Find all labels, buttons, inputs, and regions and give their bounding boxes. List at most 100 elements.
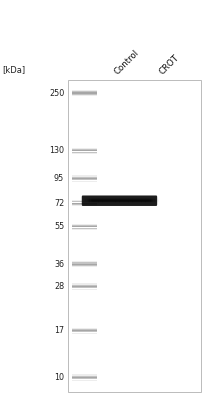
Bar — [72, 330, 97, 331]
Bar — [95, 203, 97, 204]
Bar — [123, 202, 124, 203]
Bar — [152, 203, 154, 204]
Bar — [152, 202, 154, 203]
Text: 36: 36 — [54, 260, 64, 269]
Bar — [128, 200, 129, 201]
Bar — [129, 200, 131, 201]
Bar — [103, 196, 105, 197]
Bar — [151, 199, 153, 200]
Bar — [126, 201, 128, 202]
Bar — [121, 196, 123, 197]
Bar — [88, 203, 89, 204]
Bar — [146, 204, 147, 205]
Bar — [102, 202, 103, 203]
Bar — [134, 199, 136, 200]
Bar — [156, 203, 158, 204]
Bar — [119, 203, 120, 204]
Bar — [128, 196, 129, 197]
Bar — [149, 201, 150, 202]
Bar — [143, 198, 145, 199]
Bar — [137, 201, 138, 202]
Bar — [72, 180, 97, 182]
Bar — [132, 201, 133, 202]
Bar — [104, 204, 106, 205]
Bar — [84, 202, 85, 203]
Bar — [104, 198, 106, 199]
Bar — [91, 199, 93, 200]
Bar — [137, 200, 138, 201]
Bar — [142, 199, 144, 200]
Bar — [138, 198, 140, 199]
Bar — [129, 203, 131, 204]
Bar — [112, 203, 114, 204]
Bar — [126, 200, 128, 201]
Bar — [151, 202, 153, 203]
Bar — [149, 202, 150, 203]
Bar — [124, 201, 125, 202]
Bar — [124, 196, 125, 197]
Bar — [102, 201, 103, 202]
Bar — [99, 198, 101, 199]
Bar — [138, 203, 140, 204]
Bar — [128, 199, 129, 200]
Bar — [150, 202, 151, 203]
Bar — [107, 196, 109, 197]
Bar — [132, 202, 133, 203]
Bar — [99, 197, 101, 198]
Bar — [133, 198, 135, 199]
Bar — [126, 197, 128, 198]
Bar — [115, 199, 116, 200]
Bar — [86, 197, 88, 198]
Bar — [149, 197, 150, 198]
Bar — [136, 204, 137, 205]
Bar — [94, 203, 96, 204]
Bar — [134, 198, 136, 199]
Bar — [145, 198, 146, 199]
Bar — [91, 196, 93, 197]
Bar — [137, 199, 138, 200]
Bar — [146, 202, 147, 203]
Bar — [142, 198, 144, 199]
Bar — [123, 202, 124, 203]
Bar — [128, 204, 129, 205]
Bar — [150, 196, 151, 197]
Bar — [138, 198, 140, 199]
Bar — [114, 203, 115, 204]
Bar — [90, 202, 92, 203]
Bar — [72, 205, 97, 206]
Bar — [136, 196, 137, 197]
Bar — [125, 196, 127, 197]
Bar — [129, 197, 131, 198]
Bar — [90, 203, 92, 204]
Bar — [125, 202, 127, 203]
Bar — [119, 196, 120, 197]
Bar — [101, 198, 102, 199]
Bar — [90, 200, 92, 201]
Bar — [132, 201, 133, 202]
Bar — [107, 198, 109, 199]
Bar — [110, 202, 111, 203]
Bar — [72, 179, 97, 180]
Bar — [126, 198, 128, 199]
Bar — [90, 197, 92, 198]
Bar — [139, 204, 141, 205]
Bar — [142, 202, 144, 203]
Bar — [89, 198, 90, 199]
Bar — [106, 200, 107, 201]
Bar — [107, 197, 109, 198]
Bar — [91, 202, 93, 203]
Bar — [114, 197, 115, 198]
Bar — [141, 197, 142, 198]
Bar — [121, 202, 123, 203]
Bar — [108, 201, 110, 202]
Bar — [82, 203, 84, 204]
Bar — [111, 203, 112, 204]
Bar — [111, 201, 112, 202]
Bar — [138, 201, 140, 202]
Bar — [86, 200, 88, 201]
Bar — [91, 203, 93, 204]
Bar — [132, 196, 133, 197]
Bar — [134, 197, 136, 198]
Bar — [121, 204, 123, 205]
Bar — [141, 198, 142, 199]
